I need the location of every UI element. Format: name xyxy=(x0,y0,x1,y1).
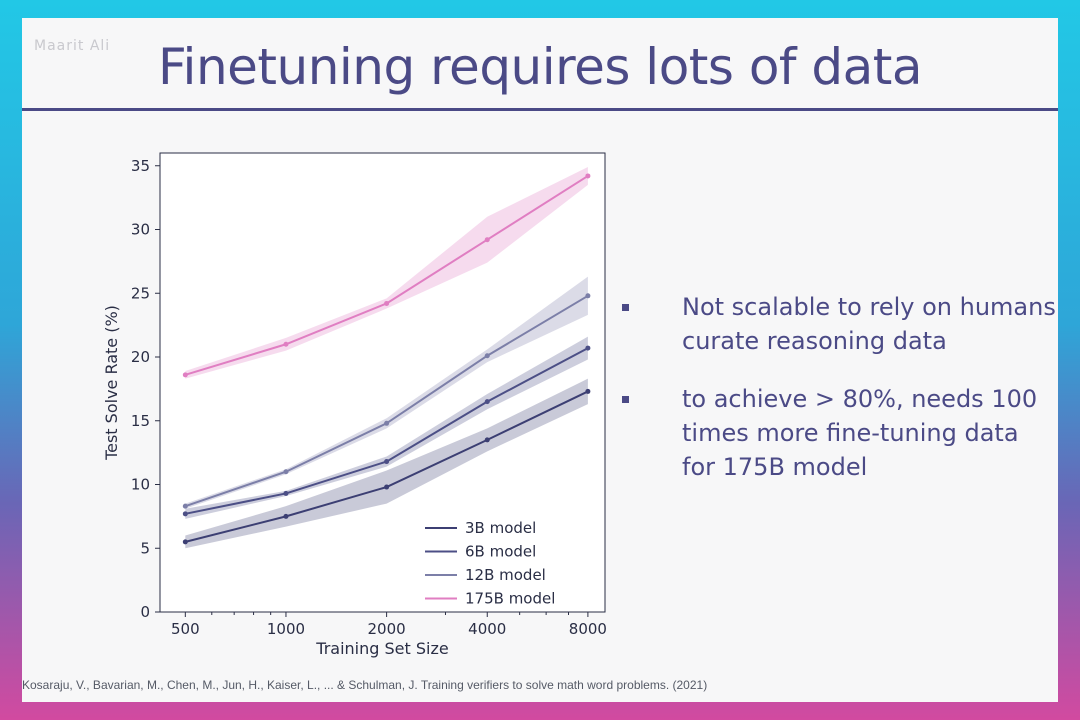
y-axis-label: Test Solve Rate (%) xyxy=(102,305,121,461)
chart: 0 5 10 15 20 25 30 35 500 1000 2000 4000 8000 Trainin… xyxy=(102,152,607,658)
bullet-text: Not scalable to rely on humans curate re… xyxy=(682,293,1056,355)
data-point xyxy=(585,345,591,351)
data-point xyxy=(484,437,490,443)
bullet-list: Not scalable to rely on humans curate re… xyxy=(622,290,1058,508)
bullet-marker-icon xyxy=(622,396,629,403)
data-point xyxy=(585,388,591,394)
watermark: Maarit Ali xyxy=(34,38,111,54)
y-tick-label: 5 xyxy=(140,539,150,557)
y-tick-label: 15 xyxy=(131,412,150,430)
legend-label: 175B model xyxy=(465,590,555,608)
plot-frame xyxy=(159,152,606,613)
y-tick-label: 20 xyxy=(131,348,150,366)
y-tick-label: 10 xyxy=(131,476,150,494)
data-point xyxy=(182,372,188,378)
x-tick-label: 1000 xyxy=(267,620,305,638)
legend-label: 6B model xyxy=(465,543,536,561)
data-point xyxy=(484,237,490,243)
data-point xyxy=(585,173,591,179)
x-tick-label: 2000 xyxy=(368,620,406,638)
bullet-text: to achieve > 80%, needs 100 times more f… xyxy=(682,385,1038,481)
x-tick-label: 8000 xyxy=(569,620,607,638)
data-point xyxy=(384,484,390,490)
data-point xyxy=(283,490,289,496)
data-point xyxy=(182,539,188,545)
data-point xyxy=(384,459,390,465)
y-tick-label: 30 xyxy=(131,221,150,239)
data-point xyxy=(384,420,390,426)
bullet-marker-icon xyxy=(622,304,629,311)
data-point xyxy=(384,300,390,306)
x-axis-label: Training Set Size xyxy=(315,639,448,658)
x-tick-label: 4000 xyxy=(468,620,506,638)
bullet-item: Not scalable to rely on humans curate re… xyxy=(622,290,1058,358)
data-point xyxy=(182,503,188,509)
series-band xyxy=(185,167,588,379)
data-point xyxy=(283,513,289,519)
data-point xyxy=(182,511,188,517)
data-point xyxy=(484,353,490,359)
y-tick-label: 25 xyxy=(131,284,150,302)
data-point xyxy=(283,469,289,475)
data-point xyxy=(585,293,591,299)
title-divider xyxy=(22,108,1058,111)
slide-title: Finetuning requires lots of data xyxy=(157,38,923,96)
citation: Kosaraju, V., Bavarian, M., Chen, M., Ju… xyxy=(22,678,708,692)
data-point xyxy=(484,399,490,405)
bullet-item: to achieve > 80%, needs 100 times more f… xyxy=(622,382,1058,484)
legend-label: 3B model xyxy=(465,519,536,537)
y-tick-label: 35 xyxy=(131,157,150,175)
data-point xyxy=(283,341,289,347)
x-tick-label: 500 xyxy=(171,620,200,638)
slide: Maarit Ali Finetuning requires lots of d… xyxy=(22,18,1058,702)
legend-label: 12B model xyxy=(465,566,546,584)
y-tick-label: 0 xyxy=(140,603,150,621)
